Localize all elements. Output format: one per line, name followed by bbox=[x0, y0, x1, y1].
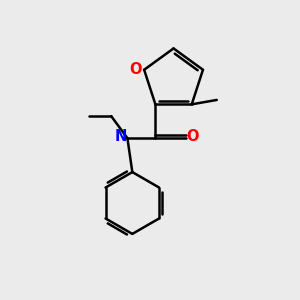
Text: O: O bbox=[130, 62, 142, 77]
Text: N: N bbox=[115, 129, 127, 144]
Text: O: O bbox=[187, 129, 199, 144]
